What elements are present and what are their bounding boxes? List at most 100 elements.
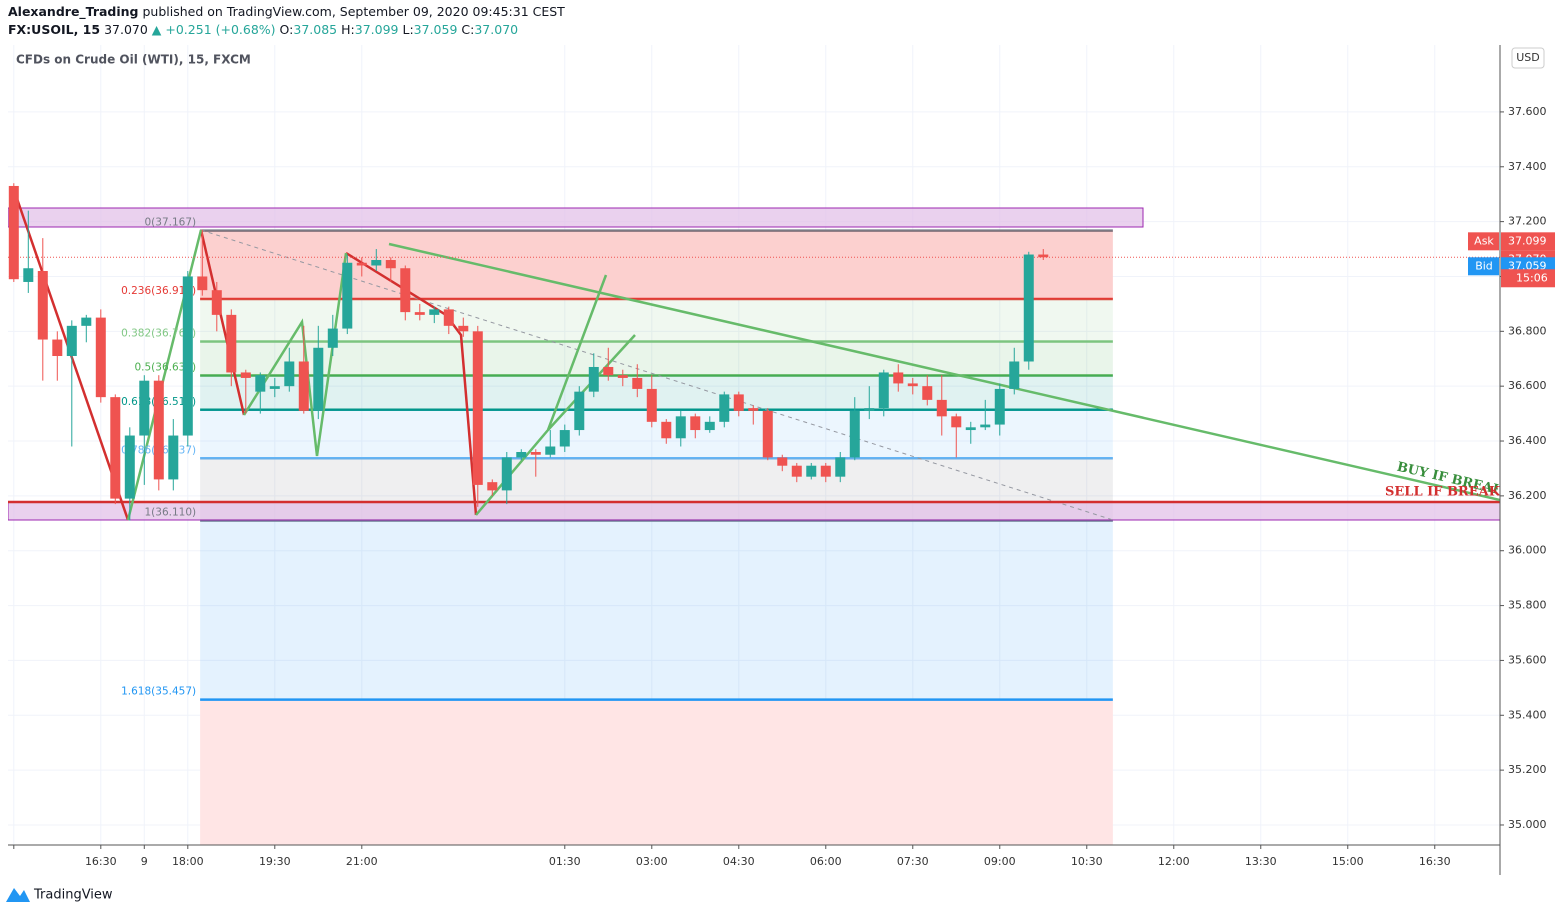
y-tick-label: 35.200 xyxy=(1508,763,1547,776)
trend-line xyxy=(388,242,1500,502)
candle-body xyxy=(95,317,106,398)
candle-body xyxy=(66,325,77,357)
x-tick-label: 15:00 xyxy=(1332,855,1364,868)
x-tick-label: 07:30 xyxy=(897,855,929,868)
candle-body xyxy=(153,380,164,480)
candle-body xyxy=(327,328,338,348)
candle-body xyxy=(81,317,92,326)
candle-body xyxy=(1023,254,1034,362)
x-tick-label: 01:30 xyxy=(549,855,581,868)
ohlc-label: O: xyxy=(280,22,294,37)
zigzag-down xyxy=(199,229,246,416)
logo xyxy=(6,888,30,902)
candle-body xyxy=(385,260,396,269)
candle-body xyxy=(182,276,193,436)
candle-body xyxy=(37,270,48,340)
price-tag: 37.099 xyxy=(1508,234,1547,247)
candle-body xyxy=(443,309,454,326)
candle-body xyxy=(487,482,498,491)
candle-body xyxy=(124,435,135,499)
ohlc-value: 37.059 xyxy=(414,22,458,37)
candle-body xyxy=(342,262,353,329)
candle-body xyxy=(617,375,628,378)
candle-body xyxy=(806,465,817,477)
zigzag-up xyxy=(242,252,348,457)
ohlc-label: L: xyxy=(402,22,413,37)
candle-body xyxy=(501,457,512,491)
ohlc-value: 37.070 xyxy=(474,22,518,37)
candle-body xyxy=(864,408,875,411)
change: ▲ +0.251 (+0.68%) xyxy=(152,22,276,37)
candle-body xyxy=(197,276,208,291)
candle-body xyxy=(762,410,773,458)
candle-body xyxy=(458,325,469,332)
x-tick-label: 09:00 xyxy=(984,855,1016,868)
candle-body xyxy=(661,421,672,439)
y-tick-label: 35.800 xyxy=(1508,599,1547,612)
chart-title: CFDs on Crude Oil (WTI), 15, FXCM xyxy=(16,53,251,67)
x-tick-label: 13:30 xyxy=(1245,855,1277,868)
candle-body xyxy=(516,451,527,458)
candle-body xyxy=(951,416,962,428)
candle-body xyxy=(733,394,744,411)
ohlc-value: 37.085 xyxy=(293,22,337,37)
candle-body xyxy=(820,465,831,477)
fib-label: 0.5(36.639) xyxy=(134,361,196,373)
y-tick-label: 35.400 xyxy=(1508,708,1547,721)
candle-body xyxy=(284,361,295,387)
y-tick-label: 37.600 xyxy=(1508,105,1547,118)
footer xyxy=(0,876,1560,913)
x-tick-label: 15:00 xyxy=(0,855,30,868)
candle-body xyxy=(878,372,889,409)
price-tag-name-box xyxy=(1468,232,1499,251)
candle-body xyxy=(690,416,701,431)
x-tick-label: 16:30 xyxy=(1419,855,1451,868)
support-zone xyxy=(8,501,1500,521)
symbol: FX:USOIL, 15 xyxy=(8,22,100,37)
candle-body xyxy=(356,262,367,266)
ohlc-value: 37.099 xyxy=(355,22,399,37)
y-tick-label: 35.600 xyxy=(1508,653,1547,666)
fib-extension-fill xyxy=(200,699,1113,845)
brand: TradingView xyxy=(33,888,113,903)
candle-body xyxy=(139,380,150,436)
candle-body xyxy=(936,399,947,417)
candle-body xyxy=(748,408,759,411)
fib-label: 1.618(35.457) xyxy=(121,686,196,698)
candle-body xyxy=(588,366,599,392)
last: 37.070 xyxy=(104,22,148,37)
x-tick-label: 21:00 xyxy=(346,855,378,868)
price-tag-name: Ask xyxy=(1474,234,1494,247)
candle-body xyxy=(704,421,715,431)
candle-body xyxy=(965,427,976,431)
annotation: SELL IF BREAK xyxy=(1385,485,1501,500)
x-tick-label: 9 xyxy=(141,855,148,868)
candle-body xyxy=(255,375,266,392)
fib-band xyxy=(200,341,1113,376)
price-tag-box xyxy=(1501,232,1555,251)
candle-body xyxy=(835,457,846,477)
y-tick-label: 36.000 xyxy=(1508,544,1547,557)
currency[interactable]: USD xyxy=(1516,51,1540,64)
x-tick-label: 06:00 xyxy=(810,855,842,868)
candle-body xyxy=(8,185,19,280)
candle-body xyxy=(603,366,614,376)
fib-label: 0.236(36.918) xyxy=(121,285,196,297)
countdown: 15:06 xyxy=(1516,271,1548,284)
candle-body xyxy=(559,430,570,447)
x-tick-label: 12:00 xyxy=(1158,855,1190,868)
candle-body xyxy=(298,361,309,411)
currency-button[interactable] xyxy=(1511,47,1545,69)
candle-body xyxy=(530,451,541,455)
y-tick-label: 36.800 xyxy=(1508,324,1547,337)
candle-body xyxy=(1038,254,1049,258)
candle-body xyxy=(646,388,657,422)
candle-body xyxy=(240,372,251,378)
candle-body xyxy=(719,394,730,422)
resistance-zone xyxy=(8,207,1144,228)
ohlc-label: H: xyxy=(341,22,355,37)
candle-body xyxy=(429,309,440,315)
candle-body xyxy=(994,388,1005,425)
x-tick-label: 10:30 xyxy=(1071,855,1103,868)
